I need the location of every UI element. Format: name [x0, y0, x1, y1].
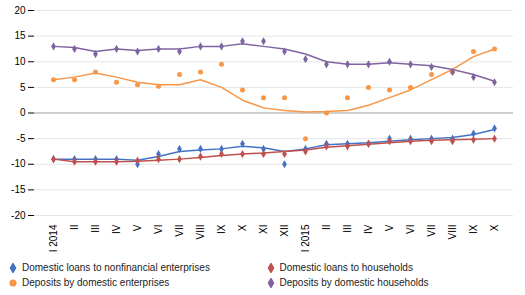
html-text:Deposits by domestic household: Deposits by domestic households: [279, 277, 429, 288]
svg-text:20: 20: [14, 5, 26, 16]
svg-text:II: II: [321, 225, 332, 231]
svg-text:I 2014: I 2014: [48, 224, 59, 252]
html-text:Domestic loans to households: Domestic loans to households: [279, 262, 413, 273]
html-text:Deposits by domestic enterpris: Deposits by domestic enterprises: [22, 277, 170, 288]
svg-text:VI: VI: [153, 225, 164, 234]
svg-text:-15: -15: [11, 184, 26, 195]
svg-text:II: II: [69, 225, 80, 231]
svg-text:V: V: [132, 224, 143, 231]
svg-text:10: 10: [14, 56, 26, 67]
svg-text:VIII: VIII: [447, 225, 458, 240]
svg-text:-10: -10: [11, 158, 26, 169]
svg-text:XII: XII: [279, 225, 290, 237]
svg-text:VIII: VIII: [195, 225, 206, 240]
svg-text:15: 15: [14, 30, 26, 41]
svg-text:5: 5: [20, 82, 26, 93]
svg-text:X: X: [237, 224, 248, 231]
svg-text:V: V: [384, 224, 395, 231]
svg-text:I 2015: I 2015: [300, 224, 311, 252]
svg-text:VII: VII: [174, 225, 185, 237]
svg-text:III: III: [342, 225, 353, 233]
svg-text:III: III: [90, 225, 101, 233]
svg-text:VII: VII: [426, 225, 437, 237]
svg-text:X: X: [489, 224, 500, 231]
svg-text:0: 0: [20, 107, 26, 118]
svg-text:IV: IV: [111, 224, 122, 234]
svg-text:XI: XI: [258, 225, 269, 234]
svg-text:IV: IV: [363, 224, 374, 234]
svg-text:IX: IX: [216, 224, 227, 234]
html-text:Domestic loans to nonfinancial: Domestic loans to nonfinancial enterpris…: [22, 262, 210, 273]
svg-text:-5: -5: [17, 133, 26, 144]
svg-text:VI: VI: [405, 225, 416, 234]
svg-text:IX: IX: [468, 224, 479, 234]
svg-text:-20: -20: [11, 210, 26, 221]
